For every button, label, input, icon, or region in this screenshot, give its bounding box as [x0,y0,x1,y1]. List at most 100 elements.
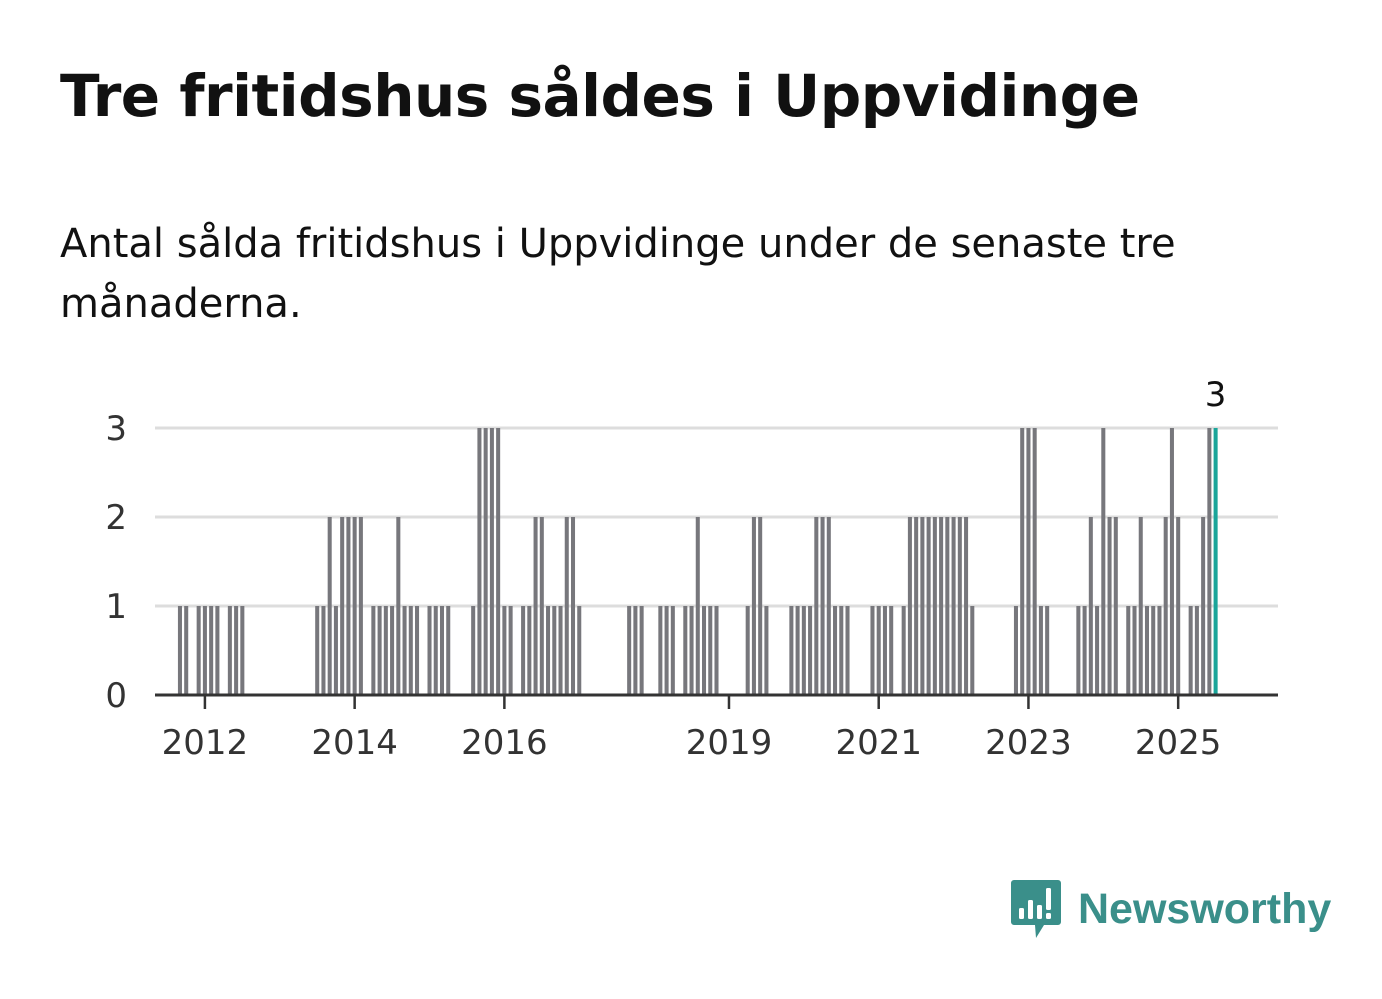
bar [826,517,831,695]
bar [321,606,326,695]
bar [795,606,800,695]
bar [358,517,363,695]
y-tick-label: 3 [105,409,127,449]
bar [1194,606,1199,695]
bar [577,606,582,695]
bar [695,517,700,695]
bar [1082,606,1087,695]
bar [333,606,338,695]
bar [234,606,239,695]
bar [402,606,407,695]
bar [639,606,644,695]
bar [1038,606,1043,695]
bar [882,606,887,695]
bar [633,606,638,695]
bar [839,606,844,695]
bar [789,606,794,695]
bar [1157,606,1162,695]
x-tick-label: 2016 [461,723,548,763]
bar [340,517,345,695]
bar [714,606,719,695]
bar [1201,517,1206,695]
bar [1169,428,1174,695]
bar [315,606,320,695]
bar [764,606,769,695]
y-tick-label: 0 [105,676,127,716]
bar [527,606,532,695]
bar [889,606,894,695]
bar [845,606,850,695]
labels: 0 1 2 3 3 2012 2014 2016 2019 2021 2023 2025 [105,375,1226,763]
y-tick-label: 2 [105,498,127,538]
bar [346,517,351,695]
bar [502,606,507,695]
bar [552,606,557,695]
bar [951,517,956,695]
bar [914,517,919,695]
bar [439,606,445,695]
bar [496,428,501,695]
bar [196,606,201,695]
bar [396,517,401,695]
bar [483,428,488,695]
bar [1138,517,1143,695]
bar [1207,428,1212,695]
bar [377,606,382,695]
bar [932,517,937,695]
bar [1045,606,1050,695]
bar [1088,517,1093,695]
bar [1176,517,1181,695]
bar [1151,606,1156,695]
bar [926,517,931,695]
brand-name: Newsworthy [1078,884,1332,933]
bar [683,606,688,695]
bar [227,606,232,695]
bar [907,517,912,695]
bar [371,606,376,695]
bar [533,517,538,695]
bar [240,606,245,695]
bars [177,428,1218,695]
newsworthy-chart-bubble-icon [1011,880,1061,938]
x-tick-label: 2023 [985,723,1072,763]
bar [758,517,763,695]
bar [745,606,750,695]
bar [970,606,975,695]
bar [352,517,357,695]
bar [1126,606,1131,695]
bar [1095,606,1100,695]
bar [477,428,482,695]
bar [390,606,395,695]
bar [1101,428,1106,695]
bar [564,517,569,695]
bar [901,606,906,695]
bar [383,606,388,695]
bar [1163,517,1168,695]
bar [1026,428,1031,695]
bar [433,606,438,695]
bar [808,606,813,695]
bar [521,606,526,695]
bar [1013,606,1018,695]
bar [627,606,632,695]
newsworthy-logo: Newsworthy [1010,878,1331,940]
bar [508,606,513,695]
bar [820,517,825,695]
bar [670,606,675,695]
bar [945,517,950,695]
y-tick-label: 1 [105,587,127,627]
x-tick-label: 2012 [162,723,249,763]
bar [876,606,881,695]
bar [1113,517,1118,695]
bar [1107,517,1112,695]
bar [408,606,413,695]
x-tick-label: 2025 [1135,723,1222,763]
bar [184,606,189,695]
x-tick-label: 2021 [835,723,922,763]
chart-subtitle: Antal sålda fritidshus i Uppvidinge unde… [60,221,1176,327]
chart-title: Tre fritidshus såldes i Uppvidinge [60,62,1140,130]
bar [446,606,451,695]
bar [658,606,663,695]
bar [964,517,969,695]
bar [415,606,420,695]
